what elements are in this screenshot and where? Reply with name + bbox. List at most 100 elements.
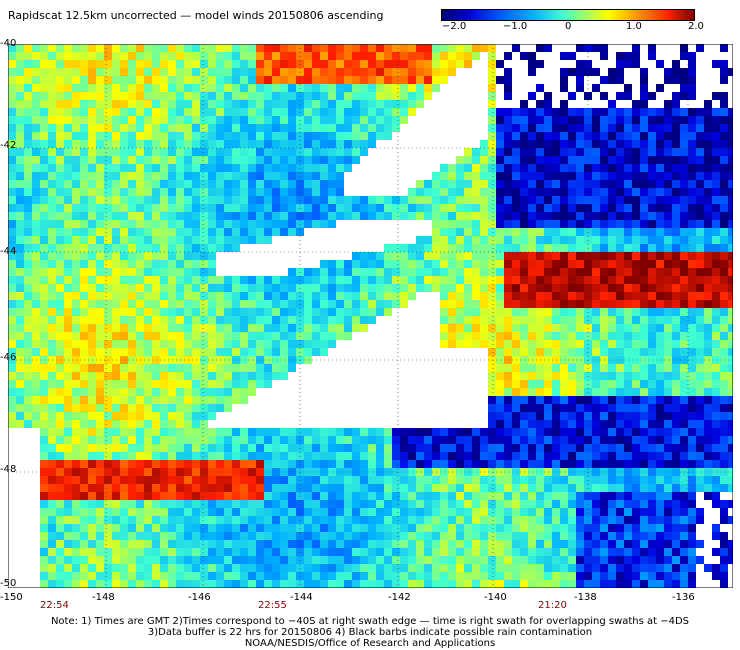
data-cell bbox=[344, 540, 352, 548]
data-cell bbox=[328, 108, 336, 116]
data-cell bbox=[384, 540, 392, 548]
data-cell bbox=[496, 140, 504, 148]
data-cell bbox=[528, 484, 536, 492]
data-cell bbox=[616, 540, 624, 548]
data-cell bbox=[352, 84, 360, 92]
data-cell bbox=[680, 300, 688, 308]
data-cell bbox=[72, 372, 80, 380]
data-cell bbox=[456, 60, 464, 68]
data-cell bbox=[456, 316, 464, 324]
data-cell bbox=[560, 68, 568, 76]
data-cell bbox=[160, 284, 168, 292]
data-cell bbox=[344, 548, 352, 556]
data-cell bbox=[328, 76, 336, 84]
data-cell bbox=[560, 100, 568, 108]
data-cell bbox=[600, 340, 608, 348]
data-cell bbox=[496, 524, 504, 532]
data-cell bbox=[336, 164, 344, 172]
data-cell bbox=[344, 484, 352, 492]
data-cell bbox=[352, 132, 360, 140]
data-cell bbox=[312, 148, 320, 156]
data-cell bbox=[616, 292, 624, 300]
data-cell bbox=[328, 172, 336, 180]
data-cell bbox=[328, 436, 336, 444]
data-cell bbox=[552, 188, 560, 196]
data-cell bbox=[224, 44, 232, 52]
data-cell bbox=[624, 340, 632, 348]
data-cell bbox=[464, 44, 472, 52]
data-cell bbox=[624, 92, 632, 100]
data-cell bbox=[376, 260, 384, 268]
data-cell bbox=[104, 508, 112, 516]
data-cell bbox=[440, 228, 448, 236]
data-cell bbox=[608, 524, 616, 532]
data-cell bbox=[200, 148, 208, 156]
data-cell bbox=[648, 516, 656, 524]
data-cell bbox=[184, 260, 192, 268]
data-cell bbox=[120, 476, 128, 484]
data-cell bbox=[528, 196, 536, 204]
data-cell bbox=[248, 428, 256, 436]
data-cell bbox=[440, 484, 448, 492]
data-cell bbox=[320, 260, 328, 268]
data-cell bbox=[72, 364, 80, 372]
data-cell bbox=[672, 76, 680, 84]
data-cell bbox=[48, 308, 56, 316]
data-cell bbox=[696, 332, 704, 340]
data-cell bbox=[632, 492, 640, 500]
data-cell bbox=[216, 276, 224, 284]
data-cell bbox=[592, 84, 600, 92]
data-cell bbox=[616, 388, 624, 396]
data-cell bbox=[568, 292, 576, 300]
data-cell bbox=[184, 324, 192, 332]
data-cell bbox=[472, 316, 480, 324]
data-cell bbox=[440, 476, 448, 484]
data-cell bbox=[320, 436, 328, 444]
data-cell bbox=[608, 220, 616, 228]
data-cell bbox=[40, 244, 48, 252]
data-cell bbox=[200, 220, 208, 228]
data-cell bbox=[432, 476, 440, 484]
data-cell bbox=[568, 364, 576, 372]
data-cell bbox=[16, 196, 24, 204]
data-cell bbox=[232, 76, 240, 84]
data-cell bbox=[40, 548, 48, 556]
data-cell bbox=[96, 92, 104, 100]
data-cell bbox=[696, 172, 704, 180]
data-cell bbox=[568, 204, 576, 212]
data-cell bbox=[392, 252, 400, 260]
data-cell bbox=[472, 220, 480, 228]
data-cell bbox=[704, 308, 712, 316]
data-cell bbox=[88, 76, 96, 84]
data-cell bbox=[368, 316, 376, 324]
data-cell bbox=[504, 68, 512, 76]
data-cell bbox=[40, 172, 48, 180]
data-cell bbox=[16, 300, 24, 308]
data-cell bbox=[216, 124, 224, 132]
data-cell bbox=[72, 428, 80, 436]
data-cell bbox=[288, 196, 296, 204]
data-cell bbox=[264, 300, 272, 308]
data-cell bbox=[656, 404, 664, 412]
data-cell bbox=[224, 332, 232, 340]
data-cell bbox=[728, 300, 733, 308]
data-cell bbox=[648, 524, 656, 532]
data-cell bbox=[224, 236, 232, 244]
data-cell bbox=[672, 396, 680, 404]
data-cell bbox=[112, 148, 120, 156]
data-cell bbox=[48, 60, 56, 68]
data-cell bbox=[464, 460, 472, 468]
data-cell bbox=[264, 52, 272, 60]
data-cell bbox=[152, 388, 160, 396]
data-cell bbox=[560, 188, 568, 196]
data-cell bbox=[512, 412, 520, 420]
data-cell bbox=[32, 188, 40, 196]
data-cell bbox=[520, 444, 528, 452]
data-cell bbox=[56, 452, 64, 460]
data-cell bbox=[408, 204, 416, 212]
data-cell bbox=[248, 460, 256, 468]
data-cell bbox=[120, 236, 128, 244]
data-cell bbox=[368, 76, 376, 84]
data-cell bbox=[120, 116, 128, 124]
data-cell bbox=[80, 316, 88, 324]
